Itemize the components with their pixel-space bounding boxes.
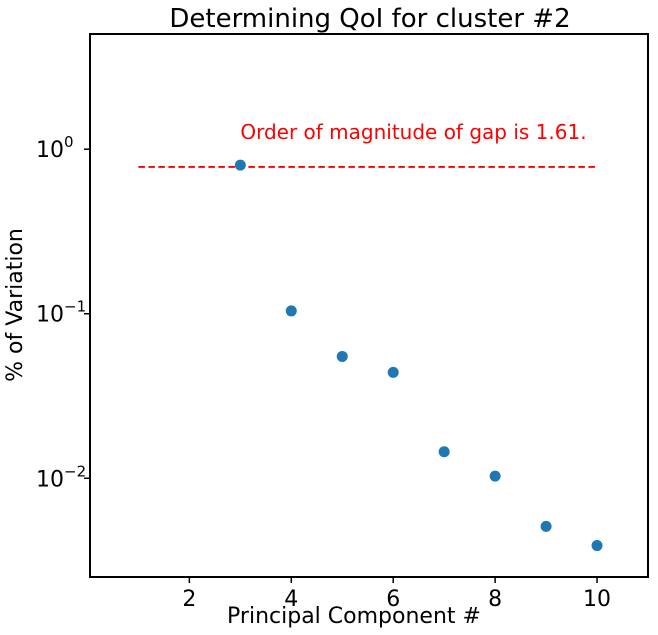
y-tick-exponent: 0 xyxy=(64,133,74,151)
data-point xyxy=(387,366,399,378)
x-axis-label: Principal Component # xyxy=(227,604,481,629)
data-point xyxy=(540,520,552,532)
annotation: Order of magnitude of gap is 1.61. xyxy=(240,120,586,144)
y-tick-exponent: −2 xyxy=(64,462,86,480)
data-point xyxy=(489,470,501,482)
data-point xyxy=(285,305,297,317)
x-tick-label: 6 xyxy=(386,587,400,612)
y-tick-exponent: −1 xyxy=(64,298,86,316)
data-point xyxy=(591,540,603,552)
chart-title: Determining QoI for cluster #2 xyxy=(169,4,570,34)
data-point xyxy=(438,446,450,458)
data-point xyxy=(234,159,246,171)
x-tick-label: 10 xyxy=(583,587,611,612)
x-tick-label: 2 xyxy=(182,587,196,612)
y-tick-label: 10 xyxy=(36,467,64,492)
data-point xyxy=(336,350,348,362)
x-tick-label: 8 xyxy=(488,587,502,612)
x-tick-label: 4 xyxy=(284,587,298,612)
plot-frame xyxy=(89,33,649,578)
y-tick-label: 10 xyxy=(36,138,64,163)
y-axis-label: % of Variation xyxy=(3,228,28,382)
y-tick-label: 10 xyxy=(36,303,64,328)
